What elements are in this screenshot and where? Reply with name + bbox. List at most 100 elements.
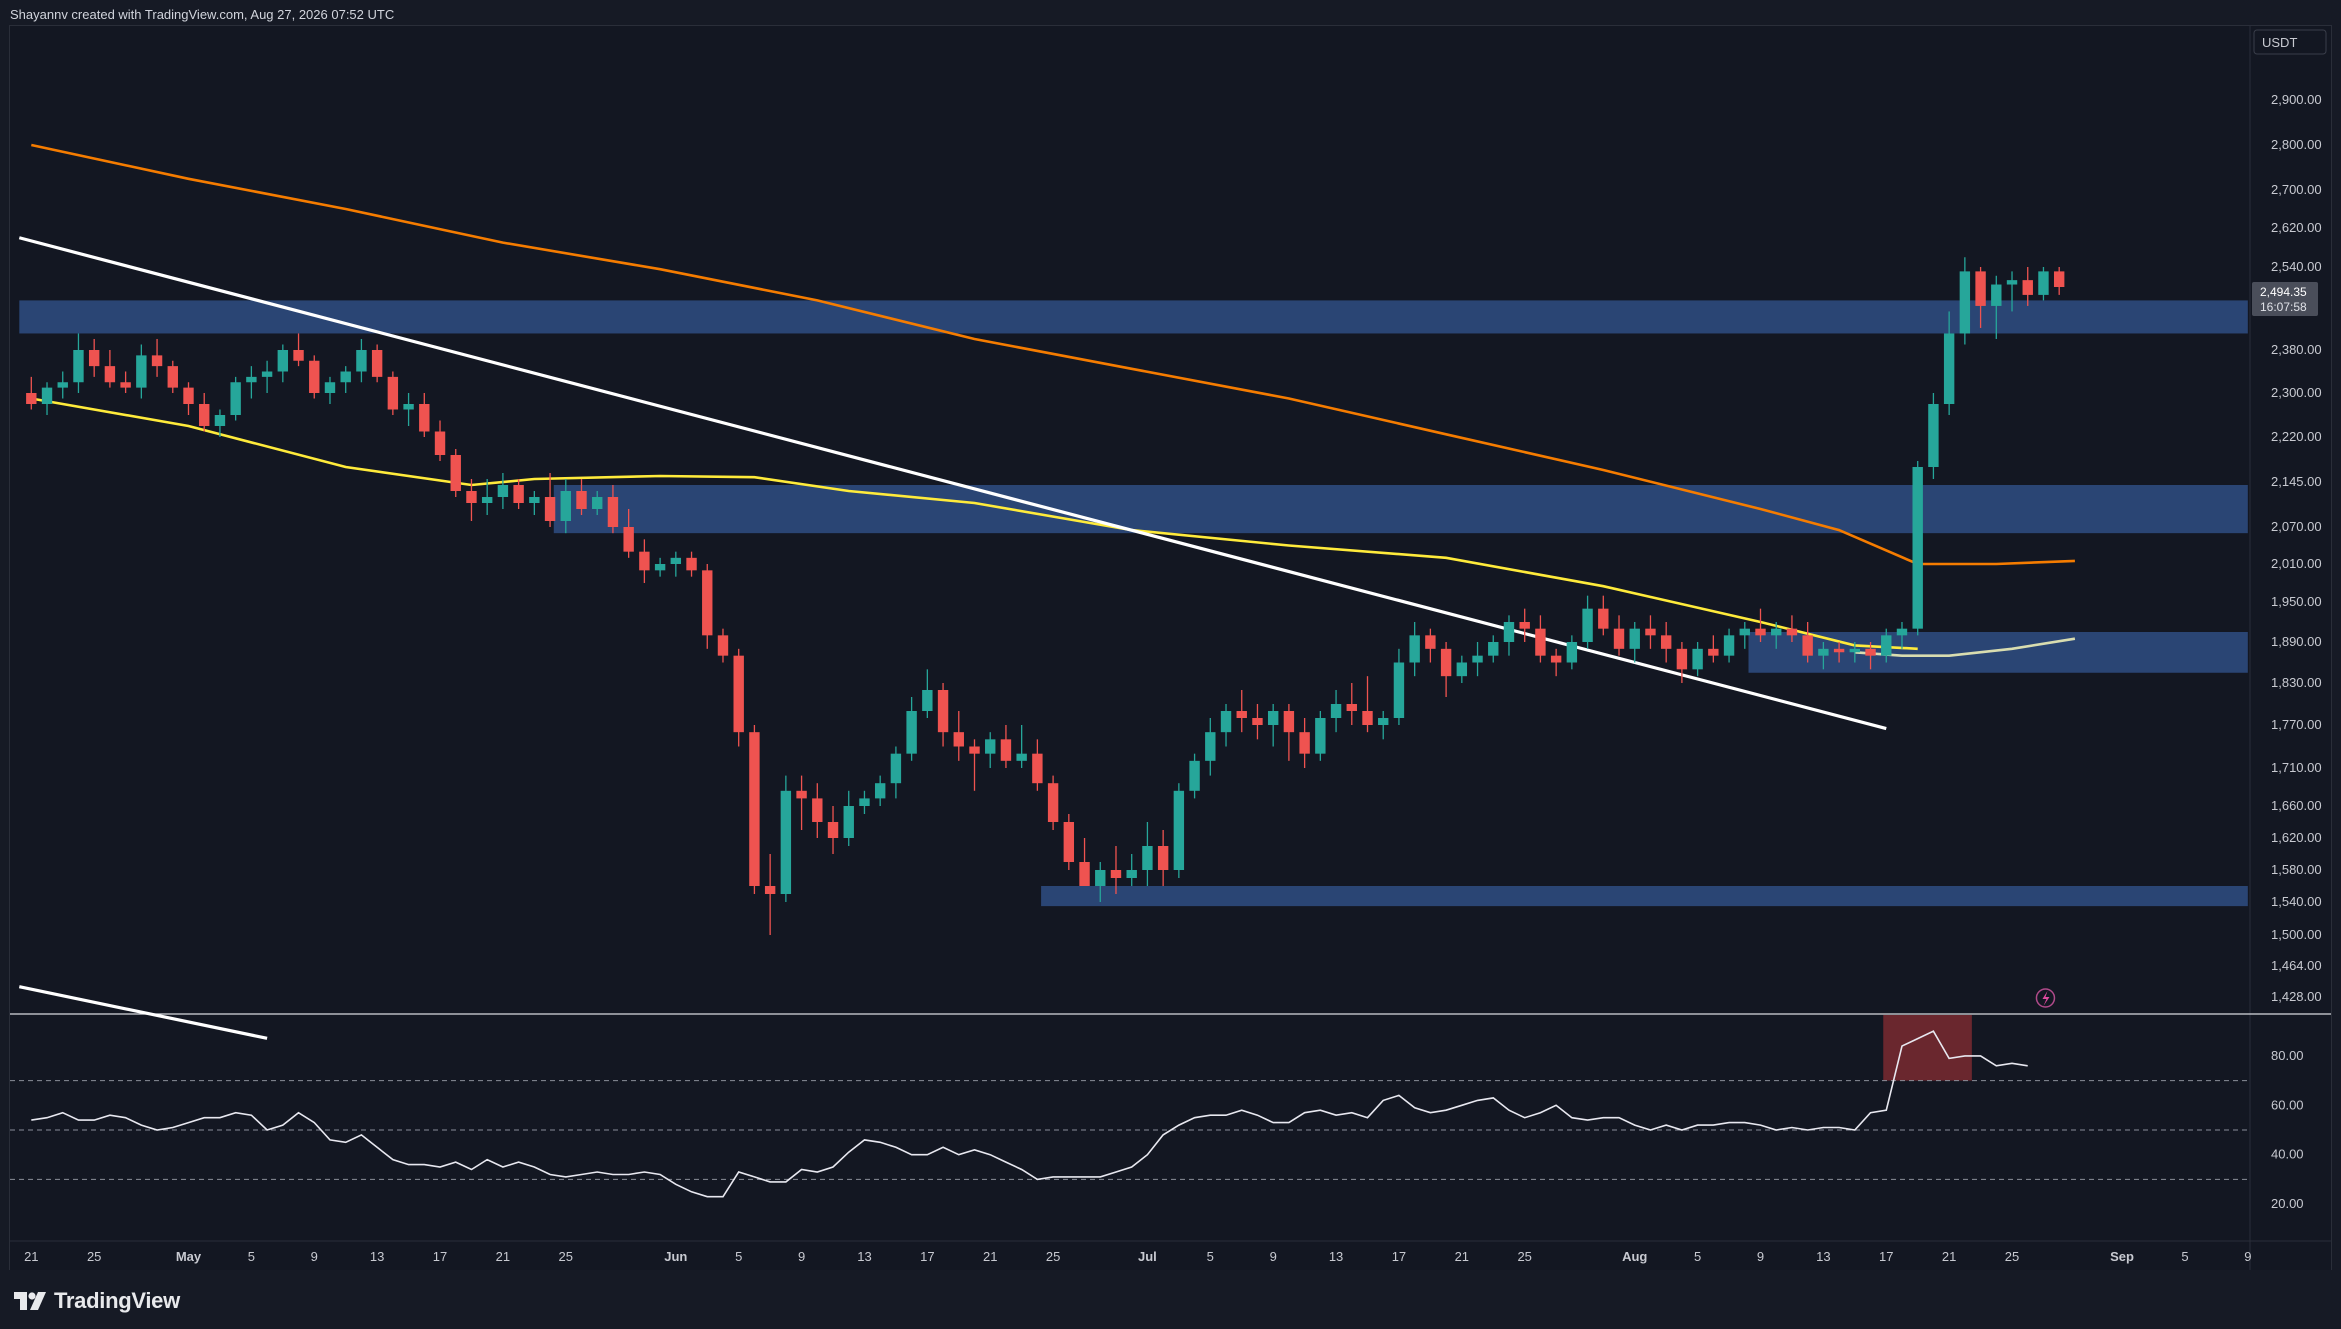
date-tick-label: 21 (496, 1249, 510, 1264)
candle-body (1896, 628, 1908, 636)
candle (843, 790, 854, 846)
candle-body (466, 491, 477, 503)
candle (796, 775, 807, 830)
candle-body (764, 886, 776, 894)
candle-body (1456, 662, 1468, 677)
candle (1456, 655, 1468, 683)
date-tick-label: 25 (559, 1249, 573, 1264)
date-tick-label: 5 (2181, 1249, 2188, 1264)
candle (1047, 775, 1059, 830)
candle (120, 371, 131, 393)
candle-body (1629, 628, 1640, 649)
date-tick-label: 21 (1455, 1249, 1469, 1264)
candle (1849, 642, 1861, 663)
date-tick-label: 9 (2244, 1249, 2251, 1264)
candle-body (1283, 711, 1295, 733)
candle (1723, 628, 1735, 663)
chart-frame[interactable]: 2,900.00 2,800.00 2,700.00 2,620.00 2,540.00… (9, 25, 2332, 1271)
date-tick-label: 25 (1517, 1249, 1531, 1264)
date-tick-label: Jun (664, 1249, 687, 1264)
date-tick-label: 5 (1207, 1249, 1214, 1264)
candle (1928, 393, 1939, 479)
price-tick-label: 1,830.00 (2271, 675, 2322, 690)
candle-body (544, 497, 556, 521)
price-tick-label: 2,800.00 (2271, 137, 2322, 152)
candle (780, 775, 792, 902)
candle (1566, 635, 1578, 670)
candle (859, 790, 870, 814)
candle (2006, 271, 2018, 312)
candle-body (890, 753, 902, 784)
candle (1126, 854, 1137, 886)
candle-body (2053, 271, 2065, 287)
candle-body (1708, 648, 1719, 656)
candle-body (1220, 711, 1232, 733)
candle (104, 350, 116, 388)
candle-body (214, 415, 226, 426)
candle-body (1189, 760, 1200, 791)
candle (654, 557, 666, 577)
price-tick-label: 2,700.00 (2271, 182, 2322, 197)
candle-body (592, 497, 603, 509)
candle-body (1991, 284, 2002, 306)
price-tick-label: 1,500.00 (2271, 927, 2322, 942)
candle-body (403, 404, 414, 410)
candle (1079, 838, 1090, 886)
candle-body (1771, 628, 1782, 636)
candle-body (717, 635, 729, 656)
candle (513, 479, 524, 509)
candle-body (513, 485, 524, 503)
candle-body (104, 366, 116, 383)
candle-body (1047, 783, 1059, 822)
candle-body (277, 350, 289, 372)
candle (2053, 267, 2065, 295)
candle (1016, 725, 1027, 768)
support-resistance-zone-4 (1041, 886, 2248, 907)
candle-body (985, 739, 996, 754)
candle-body (371, 350, 383, 377)
lightning-icon-bolt (2042, 991, 2050, 1006)
chart-canvas[interactable]: 2,900.00 2,800.00 2,700.00 2,620.00 2,540.00… (10, 26, 2331, 1270)
candle (1378, 711, 1389, 740)
currency-selector[interactable]: USDT (2253, 29, 2327, 55)
candle (812, 783, 823, 838)
candle (985, 732, 996, 768)
price-tick-label: 1,950.00 (2271, 594, 2322, 609)
candle (1252, 704, 1263, 740)
candle-body (1299, 732, 1310, 754)
candle-body (1315, 718, 1326, 754)
candle-body (1975, 271, 1986, 306)
candle (293, 333, 304, 367)
oscillator-tick-label: 80.00 (2271, 1048, 2304, 1063)
date-tick-label: 13 (1329, 1249, 1343, 1264)
candle (403, 393, 414, 426)
top-bar: Shayannv created with TradingView.com, A… (0, 0, 2341, 26)
candle (592, 491, 603, 515)
candle (1299, 718, 1310, 768)
alert-lightning-icon[interactable] (2035, 988, 2056, 1008)
date-tick-label: 25 (87, 1249, 101, 1264)
candle-body (1157, 846, 1169, 870)
candle (1786, 615, 1798, 642)
candle-body (623, 527, 634, 552)
last-price-value: 2,494.35 (2260, 285, 2307, 299)
candle (497, 473, 509, 509)
candle (576, 479, 587, 515)
price-tick-label: 1,660.00 (2271, 798, 2322, 813)
tradingview-logo[interactable]: TradingView (14, 1288, 180, 1314)
candle (969, 739, 980, 791)
candle-body (969, 746, 980, 754)
date-tick-label: Aug (1622, 1249, 1647, 1264)
candle (1032, 739, 1043, 791)
candle-body (450, 455, 461, 491)
date-tick-label: 21 (24, 1249, 38, 1264)
candle (544, 473, 556, 527)
price-tick-label: 1,710.00 (2271, 760, 2322, 775)
date-tick-label: May (176, 1249, 202, 1264)
oscillator-tick-label: 40.00 (2271, 1147, 2304, 1162)
candle (890, 746, 902, 799)
candle (1000, 725, 1012, 768)
currency-label: USDT (2262, 35, 2297, 50)
date-tick-label: 17 (433, 1249, 447, 1264)
